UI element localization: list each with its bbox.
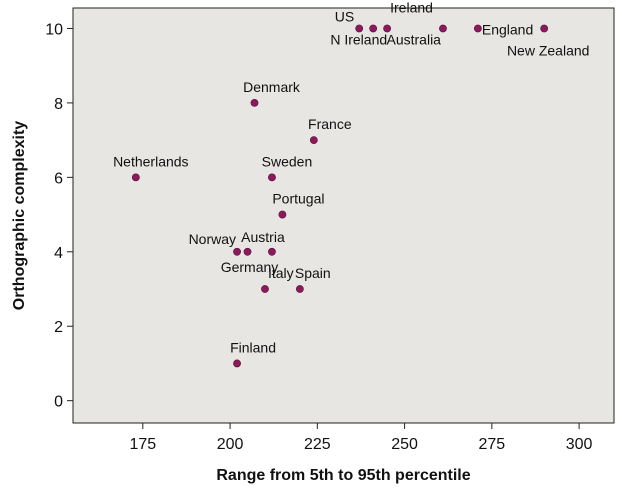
data-point	[355, 24, 364, 33]
y-tick-label: 0	[54, 394, 63, 411]
point-label: Italy	[268, 265, 294, 281]
data-point	[233, 359, 241, 368]
point-label: New Zealand	[507, 42, 590, 58]
point-label: Germany	[221, 259, 279, 275]
point-label: Portugal	[272, 191, 324, 207]
plot-background	[72, 7, 615, 424]
data-point	[383, 24, 392, 33]
y-tick-label: 8	[54, 96, 63, 113]
point-label: Australia	[387, 31, 442, 47]
point-label: France	[308, 116, 352, 132]
x-tick-label: 250	[391, 436, 418, 453]
y-tick-label: 10	[45, 21, 63, 38]
data-point	[250, 99, 259, 107]
y-tick-label: 4	[54, 245, 63, 262]
x-tick-label: 225	[304, 436, 331, 453]
data-point	[309, 136, 318, 145]
data-point	[473, 24, 482, 33]
point-label: Finland	[230, 339, 276, 355]
point-label: N Ireland	[330, 31, 387, 47]
x-tick-label: 275	[478, 436, 505, 453]
data-point	[268, 247, 276, 256]
data-points	[131, 24, 549, 368]
y-axis-title: Orthographic complexity	[11, 121, 28, 310]
point-label: England	[482, 21, 533, 37]
point-label: Sweden	[262, 153, 313, 169]
data-point	[439, 24, 447, 33]
point-label: Netherlands	[113, 153, 189, 169]
point-label: Ireland	[390, 0, 433, 15]
data-point	[131, 173, 140, 182]
x-tick-label: 200	[217, 436, 244, 453]
data-point	[278, 210, 287, 219]
point-label: US	[335, 8, 354, 24]
data-point	[540, 24, 549, 33]
x-axis-title: Range from 5th to 95th percentile	[216, 467, 470, 484]
point-labels: US N Ireland Ireland Australia England New Ze…	[113, 0, 589, 355]
y-tick-label: 6	[54, 170, 63, 187]
point-label: Denmark	[243, 79, 301, 95]
x-tick-label: 175	[129, 436, 156, 453]
data-point	[369, 24, 378, 33]
data-point	[268, 173, 276, 182]
axis-ticks: 175 200 225 250 275 300 0 2 4 6 8 10	[45, 21, 592, 453]
point-label: Austria	[241, 229, 285, 245]
data-point	[261, 285, 269, 293]
point-label: Spain	[295, 265, 331, 281]
data-point	[295, 285, 304, 293]
y-tick-label: 2	[54, 319, 63, 336]
point-label: Norway	[189, 231, 236, 247]
data-point	[243, 247, 252, 256]
data-point	[233, 247, 241, 256]
x-tick-label: 300	[566, 436, 593, 453]
